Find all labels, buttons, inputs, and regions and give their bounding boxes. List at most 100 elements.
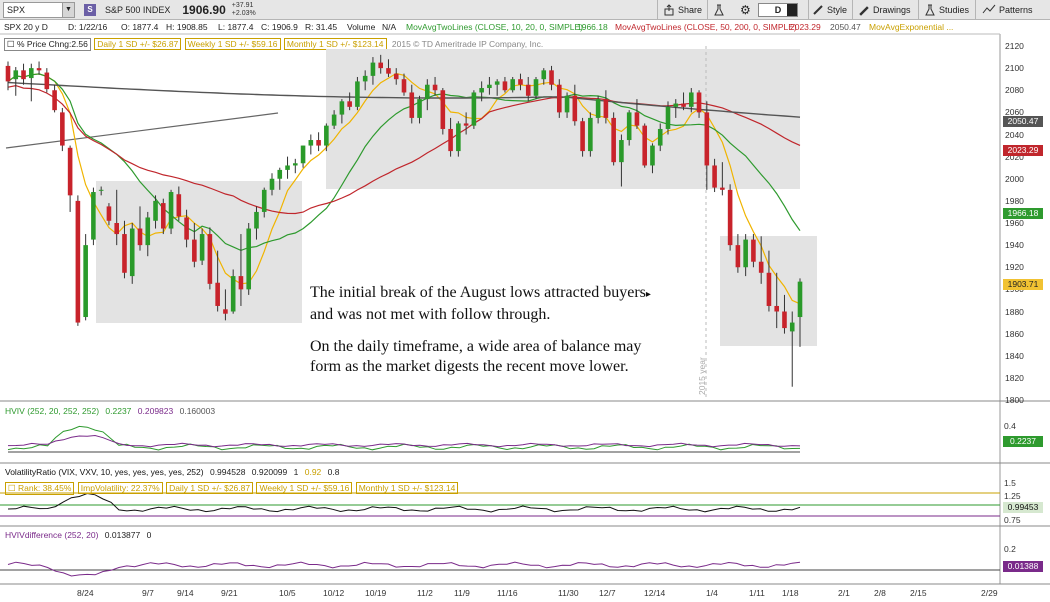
period-select[interactable]: D [758,3,798,17]
candle-down [401,79,407,93]
rank-label: ☐ Rank: 38.45% [5,482,75,495]
candle-down [735,245,741,268]
price-tag-ma20: 1966.18 [1003,208,1043,219]
price-change-study[interactable]: ☐ % Price Chng:2.56 [4,38,91,51]
price-axis-tick: 1860 [1005,328,1024,339]
candle-up [254,211,259,229]
candle-down [463,123,469,126]
candle-down [440,90,446,129]
ma-study-2[interactable]: MovAvgTwoLines (CLOSE, 50, 200, 0, SIMPL… [615,22,797,32]
vr-weekly-sd: Weekly 1 SD +/- $59.16 [256,482,353,494]
candle-up [324,125,329,146]
hviv-value-1: 0.2237 [105,406,132,416]
price-tag-ma200: 2050.47 [1003,116,1043,127]
ma-study-3[interactable]: MovAvgExponential ... [869,22,954,32]
ma-study-2-value2: 2050.47 [830,22,861,32]
candle-up [665,106,671,129]
settings-button[interactable]: ⚙ [740,2,751,18]
hviv-label[interactable]: HVIV (252, 20, 252, 252) [5,406,100,416]
bar-date: D: 1/22/16 [68,22,108,32]
vr-axis-1.5: 1.5 [1004,478,1016,488]
price-tag-ma200-label: 2050.47 [1007,116,1039,126]
price-axis-tick: 1980 [1005,195,1024,206]
candle-up [564,95,570,113]
date-axis-tick: 11/9 [454,588,470,598]
period-value: D [774,5,782,15]
volratio-label[interactable]: VolatilityRatio (VIX, VXV, 10, yes, yes,… [5,467,204,477]
candle-down [704,112,710,166]
ma-study-1[interactable]: MovAvgTwoLines (CLOSE, 10, 20, 0, SIMPLE… [406,22,584,32]
volratio-study-header: VolatilityRatio (VIX, VXV, 10, yes, yes,… [5,467,339,477]
drawings-button[interactable]: Drawings [858,2,911,18]
date-axis-tick: 1/18 [782,588,799,598]
symbol-input[interactable]: SPX ▼ [3,1,75,18]
chevron-down-icon[interactable] [787,4,797,16]
candle-down [122,234,127,273]
toolbar-divider [975,0,976,20]
hvivdiff-axis-0.2: 0.2 [1004,544,1016,554]
date-axis-tick: 11/30 [558,588,579,598]
flask-button[interactable] [713,2,725,18]
price-tag-ma50: 2023.29 [1003,145,1043,156]
candle-up [153,200,158,221]
date-axis-tick: 2/8 [874,588,886,598]
hvivdiff-line [7,561,801,577]
balance-box-august [96,181,302,323]
candle-up [362,75,368,82]
studies-button[interactable]: Studies [924,2,969,18]
candle-up [541,70,547,80]
price-axis-tick: 1840 [1005,350,1024,361]
patterns-button[interactable]: Patterns [982,2,1033,18]
volratio-value-3: 1 [293,467,299,477]
annotation-line-3: On the daily timeframe, a wide area of b… [310,338,642,355]
candle-down [525,84,531,96]
candle-up [456,123,461,152]
volume-label: Volume [347,22,376,32]
candle-down [386,68,391,74]
candle-up [494,81,500,85]
style-button[interactable]: Style [812,2,847,18]
price-axis-tick: 1800 [1005,395,1024,405]
candle-up [510,79,516,91]
study-subbar: ☐ % Price Chng:2.56 Daily 1 SD +/- $26.8… [4,38,544,51]
candle-down [316,140,321,146]
pencil-icon [859,6,869,16]
price-change-label: % Price Chng:2.56 [17,39,88,49]
volratio-value-5: 0.8 [327,467,340,477]
candle-up [331,114,337,126]
candle-down [720,187,725,190]
copyright-text: 2015 © TD Ameritrade IP Company, Inc. [391,39,544,49]
share-button[interactable]: Share [663,2,702,18]
price-axis-tick: 1880 [1005,306,1024,317]
candle-up [168,192,174,229]
candle-up [673,103,679,107]
flask-icon [925,4,935,16]
share-icon [664,4,674,16]
candle-up [471,92,477,126]
candle-up [277,169,283,179]
candle-down [114,223,120,235]
candle-up [285,165,290,170]
candle-down [580,121,585,152]
candle-up [98,189,104,191]
candle-down [184,217,189,240]
candle-down [137,228,143,246]
annotation-line-1: The initial break of the August lows att… [310,283,651,305]
candle-down [782,311,787,329]
volratio-tag: 0.99453 [1003,502,1043,513]
chevron-down-icon[interactable]: ▼ [62,2,74,17]
candle-down [106,206,112,221]
date-axis-tick: 9/21 [221,588,238,598]
volratio-value-4: 0.92 [304,467,322,477]
hvivdiff-label[interactable]: HVIVdifference (252, 20) [5,530,99,540]
price-change: +37.91 +2.03% [232,2,256,18]
candle-down [192,239,197,262]
date-axis-tick: 8/24 [77,588,94,598]
bar-open: O: 1877.4 [121,22,159,32]
share-label: Share [678,5,703,15]
hviv-green-line [7,425,801,451]
candle-down [378,62,384,69]
candle-up [300,145,306,164]
volume-value: N/A [382,22,397,32]
